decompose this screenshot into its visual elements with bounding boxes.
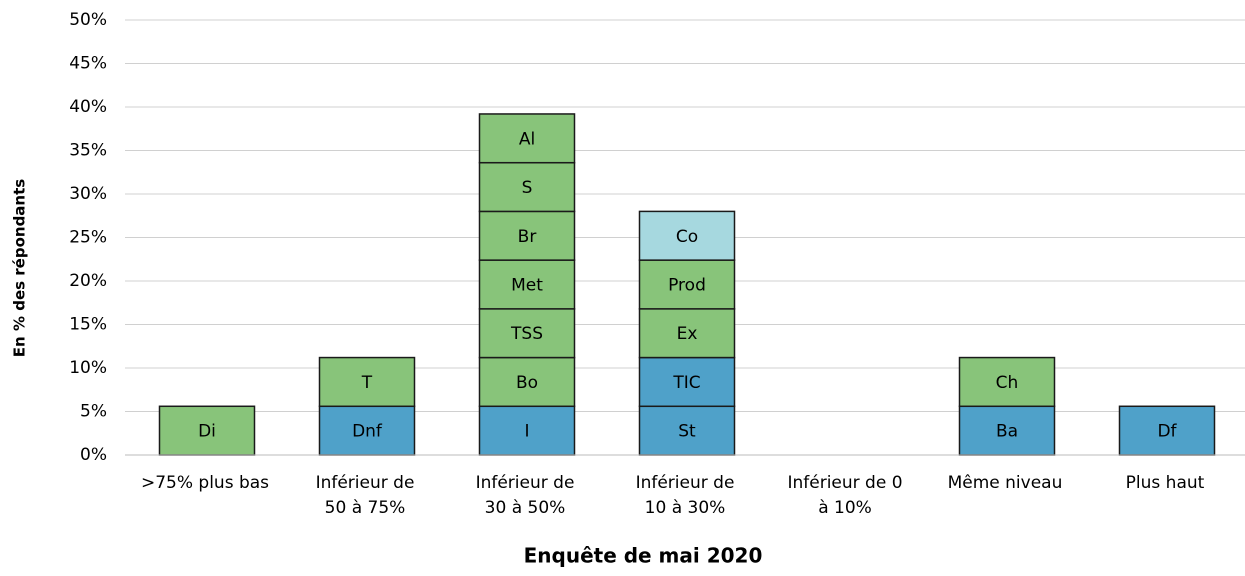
y-axis-title: En % des répondants: [11, 179, 29, 357]
segment-label: Ch: [996, 373, 1019, 393]
bar-segment: [638, 405, 736, 456]
bar-segment: [478, 356, 576, 408]
y-tick-label: 15%: [69, 315, 107, 335]
x-tick-label: Inférieur de: [476, 473, 575, 493]
y-tick-label: 50%: [69, 10, 107, 30]
x-tick-label: Inférieur de 0: [787, 473, 902, 493]
y-tick-label: 30%: [69, 184, 107, 204]
x-tick-label: Inférieur de: [636, 473, 735, 493]
segment-label: TIC: [672, 373, 700, 393]
segment-label: St: [678, 422, 696, 442]
segment-label: TSS: [510, 324, 543, 344]
bar-segment: [638, 356, 736, 408]
segment-label: Prod: [668, 275, 706, 295]
segment-label: Al: [519, 129, 535, 149]
y-tick-label: 45%: [69, 54, 107, 74]
segment-label: Dnf: [352, 422, 383, 442]
bar-segment: [638, 210, 736, 261]
y-tick-label: 35%: [69, 141, 107, 161]
x-axis-title: Enquête de mai 2020: [524, 544, 763, 568]
bar-segment: [958, 405, 1056, 456]
y-tick-label: 10%: [69, 358, 107, 378]
y-tick-label: 40%: [69, 97, 107, 117]
segment-label: T: [361, 373, 373, 393]
x-tick-label: Même niveau: [948, 473, 1063, 493]
bar-segment: [638, 308, 736, 359]
bar-segment: [478, 113, 576, 164]
segment-label: Df: [1157, 422, 1177, 442]
x-tick-label: 10 à 30%: [645, 498, 726, 518]
bar-segment: [158, 405, 256, 456]
x-tick-label: à 10%: [818, 498, 872, 518]
segment-label: Di: [198, 422, 216, 442]
bar-segment: [958, 356, 1056, 408]
segment-label: Ba: [996, 422, 1018, 442]
x-tick-label: >75% plus bas: [141, 473, 269, 493]
y-tick-label: 0%: [80, 445, 107, 465]
segment-label: Met: [511, 275, 543, 295]
x-tick-label: 50 à 75%: [325, 498, 406, 518]
segment-label: Bo: [516, 373, 538, 393]
segment-label: Ex: [677, 324, 698, 344]
segment-label: I: [524, 422, 529, 442]
segment-label: Co: [676, 227, 698, 247]
segment-label: S: [522, 178, 533, 198]
bar-segment: [478, 405, 576, 456]
x-tick-label: Plus haut: [1126, 473, 1205, 493]
y-tick-label: 25%: [69, 228, 107, 248]
bar-segment: [318, 356, 416, 408]
bar-segment: [318, 405, 416, 456]
y-tick-label: 5%: [80, 402, 107, 422]
segment-label: Br: [518, 227, 537, 247]
x-tick-label: Inférieur de: [316, 473, 415, 493]
x-tick-label: 30 à 50%: [485, 498, 566, 518]
y-tick-label: 20%: [69, 271, 107, 291]
